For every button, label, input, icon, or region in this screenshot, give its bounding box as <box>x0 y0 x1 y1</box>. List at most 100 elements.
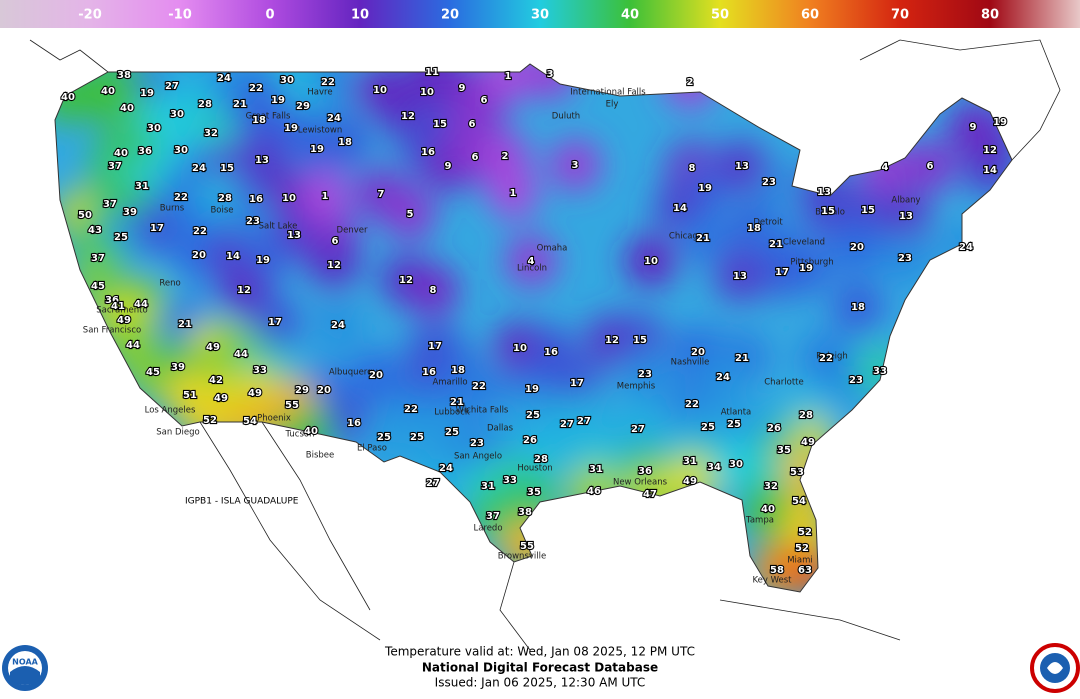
temperature-label: 37 <box>91 253 105 264</box>
temperature-patch <box>236 134 288 186</box>
temperature-label: 16 <box>249 194 263 205</box>
temperature-label: 6 <box>472 152 479 163</box>
logo-text: NOAA <box>12 658 38 667</box>
temperature-label: 24 <box>331 320 345 331</box>
temperature-label: 17 <box>268 317 282 328</box>
place-label: Laredo <box>473 524 502 534</box>
place-label: Atlanta <box>721 408 752 418</box>
temperature-label: 21 <box>450 397 464 408</box>
colorbar-tick-label: 50 <box>711 8 729 23</box>
temperature-label: 18 <box>252 115 266 126</box>
temperature-label: 21 <box>178 319 192 330</box>
temperature-label: 12 <box>401 111 415 122</box>
place-label: Lincoln <box>517 264 547 274</box>
temperature-label: 24 <box>327 113 341 124</box>
colorbar-tick-label: 10 <box>351 8 369 23</box>
temperature-label: 31 <box>589 464 603 475</box>
temperature-label: 1 <box>510 188 517 199</box>
place-label: Duluth <box>552 112 580 122</box>
temperature-label: 27 <box>577 416 591 427</box>
temperature-label: 22 <box>193 226 207 237</box>
place-label: Houston <box>517 464 552 474</box>
temperature-label: 14 <box>673 203 687 214</box>
place-label: Memphis <box>617 382 656 392</box>
place-label: New Orleans <box>613 478 668 488</box>
temperature-patch <box>677 212 729 264</box>
place-label: El Paso <box>357 444 387 454</box>
temperature-label: 24 <box>192 163 206 174</box>
temperature-label: 5 <box>407 209 414 220</box>
temperature-label: 40 <box>761 504 775 515</box>
temperature-label: 23 <box>898 253 912 264</box>
temperature-label: 9 <box>459 83 466 94</box>
temperature-label: 33 <box>873 366 887 377</box>
temperature-label: 22 <box>404 404 418 415</box>
temperature-label: 9 <box>445 161 452 172</box>
temperature-label: 45 <box>91 281 105 292</box>
temperature-label: 26 <box>767 423 781 434</box>
place-label: Salt Lake <box>259 222 298 232</box>
colorbar-tick-label: 40 <box>621 8 639 23</box>
temperature-label: 52 <box>798 527 812 538</box>
temperature-patch <box>780 242 832 294</box>
temperature-label: 36 <box>105 295 119 306</box>
temperature-label: 19 <box>525 384 539 395</box>
temperature-label: 19 <box>271 95 285 106</box>
temperature-label: 18 <box>747 223 761 234</box>
temperature-label: 38 <box>117 70 131 81</box>
temperature-label: 21 <box>696 233 710 244</box>
temperature-label: 13 <box>733 271 747 282</box>
temperature-label: 31 <box>481 481 495 492</box>
temperature-label: 20 <box>369 370 383 381</box>
temperature-label: 31 <box>683 456 697 467</box>
temperature-patch <box>947 101 999 153</box>
temperature-label: 41 <box>111 301 125 312</box>
temperature-label: 33 <box>253 365 267 376</box>
temperature-label: 36 <box>638 466 652 477</box>
place-label: Lubbock <box>434 408 470 418</box>
temperature-label: 16 <box>422 367 436 378</box>
temperature-patch <box>612 403 664 455</box>
temperature-label: 30 <box>280 75 294 86</box>
place-label: Burns <box>160 204 185 214</box>
temperature-label: 4 <box>528 256 535 267</box>
temperature-label: 6 <box>332 236 339 247</box>
temperature-label: 50 <box>78 210 92 221</box>
temperature-patch <box>482 64 534 102</box>
temperature-label: 51 <box>183 390 197 401</box>
temperature-label: 19 <box>993 117 1007 128</box>
place-label: Brownsville <box>498 552 546 562</box>
place-label: Tampa <box>745 516 774 526</box>
place-label: Denver <box>337 226 368 236</box>
temperature-label: 46 <box>587 486 601 497</box>
nws-logo <box>1030 643 1080 693</box>
place-label: Amarillo <box>432 378 467 388</box>
place-label: Sacramento <box>96 306 147 316</box>
temperature-patch <box>879 232 931 284</box>
temperature-label: 19 <box>284 123 298 134</box>
temperature-label: 17 <box>150 223 164 234</box>
place-label: Reno <box>159 279 180 289</box>
temperature-label: 45 <box>146 367 160 378</box>
place-label: Buffalo <box>815 208 845 218</box>
temperature-label: 22 <box>321 77 335 88</box>
temperature-label: 25 <box>727 419 741 430</box>
temperature-label: 44 <box>134 299 148 310</box>
temperature-label: 54 <box>792 496 806 507</box>
temperature-label: 19 <box>140 88 154 99</box>
place-label: Tucson <box>285 430 315 440</box>
temperature-patch <box>625 235 677 287</box>
place-label: Los Angeles <box>145 406 196 416</box>
temperature-label: 53 <box>790 467 804 478</box>
place-label: Raleigh <box>816 352 848 362</box>
place-label: San Angelo <box>454 452 502 462</box>
temperature-label: 19 <box>799 263 813 274</box>
temperature-label: 15 <box>861 205 875 216</box>
temperature-patch <box>880 190 932 242</box>
temperature-label: 8 <box>689 163 696 174</box>
temperature-label: 37 <box>108 161 122 172</box>
place-label: Ely <box>606 100 619 110</box>
temperature-label: 28 <box>198 99 212 110</box>
temperature-patch <box>312 299 364 351</box>
